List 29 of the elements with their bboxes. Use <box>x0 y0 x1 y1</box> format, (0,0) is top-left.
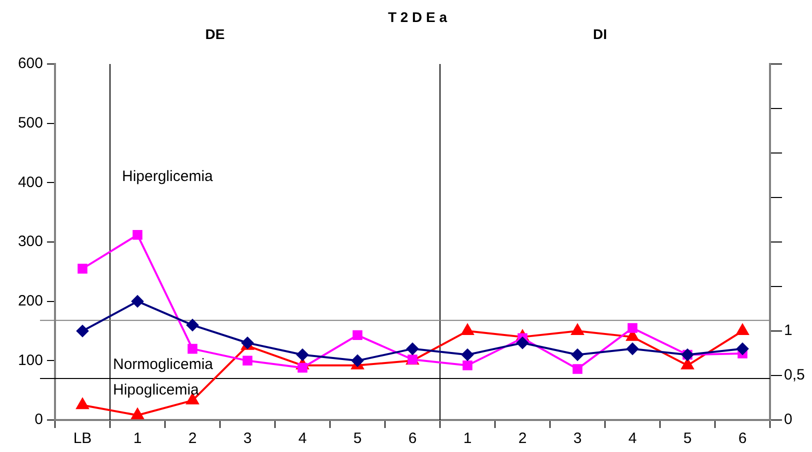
annotation: Normoglicemia <box>113 356 214 373</box>
annotation: Hipoglicemia <box>113 381 200 398</box>
x-tick-label: 5 <box>683 430 692 448</box>
text: DI <box>593 26 607 42</box>
x-tick-label: 2 <box>518 430 527 448</box>
text: DE <box>205 26 225 42</box>
x-tick-label: 1 <box>463 430 472 448</box>
y2-tick-label: 1 <box>784 322 792 340</box>
y-tick-label: 200 <box>18 292 43 310</box>
x-tick-label: 4 <box>628 430 637 448</box>
x-tick-label: 6 <box>738 430 747 448</box>
x-tick-label: 3 <box>573 430 582 448</box>
annotation: Hiperglicemia <box>122 168 214 185</box>
x-tick-label: 4 <box>298 430 307 448</box>
y-tick-label: 500 <box>18 114 43 132</box>
y2-tick-label: 0 <box>784 411 792 428</box>
chart-title: T 2 D E a <box>388 8 448 25</box>
y-tick-label: 100 <box>18 352 43 369</box>
y-tick-label: 0 <box>34 411 43 428</box>
x-tick-label: 2 <box>188 430 197 448</box>
x-tick-label: 1 <box>133 430 142 448</box>
y-tick-label: 400 <box>18 174 43 191</box>
x-tick-label: LB <box>73 430 92 448</box>
x-tick-label: 5 <box>353 430 362 448</box>
y-tick-label: 600 <box>18 55 43 72</box>
x-tick-label: 3 <box>243 430 252 448</box>
y-tick-label: 300 <box>18 233 43 250</box>
x-tick-label: 6 <box>408 430 417 448</box>
y2-tick-label: 0,5 <box>784 366 805 384</box>
